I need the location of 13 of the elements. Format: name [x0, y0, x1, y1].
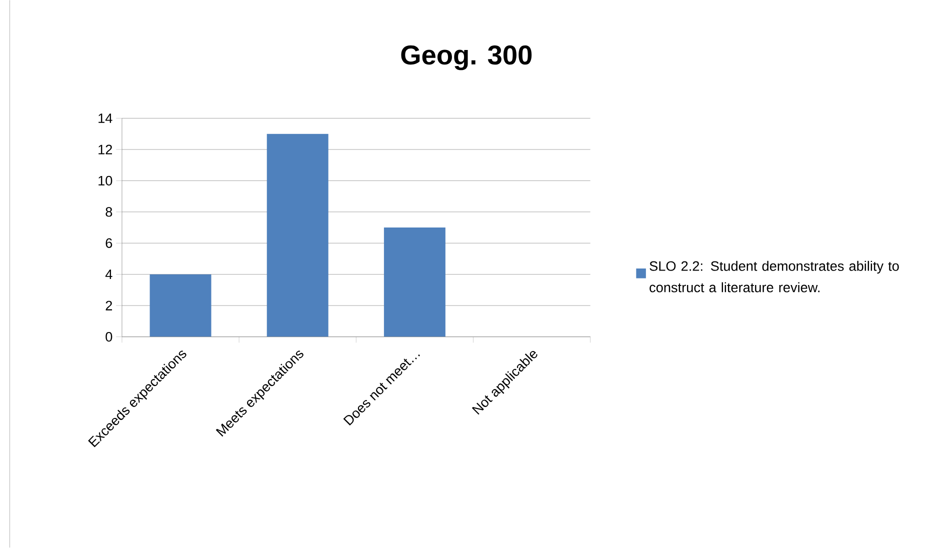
y-tick-label: 4 — [105, 270, 112, 280]
bar — [150, 274, 212, 337]
bar — [266, 134, 328, 337]
y-tick-label: 10 — [98, 176, 112, 186]
y-tick-label: 6 — [106, 238, 112, 248]
y-tick-label: 0 — [106, 332, 112, 342]
y-tick-label: 2 — [106, 300, 112, 310]
y-tick-label: 8 — [106, 207, 112, 217]
bar — [384, 228, 446, 337]
legend-label: SLO 2.2: Student demonstrates ability to construct a literature review. — [650, 261, 899, 292]
y-tick-label: 12 — [98, 144, 112, 154]
chart-title: Geog. 300 — [401, 46, 532, 70]
y-tick-label: 14 — [98, 114, 112, 124]
